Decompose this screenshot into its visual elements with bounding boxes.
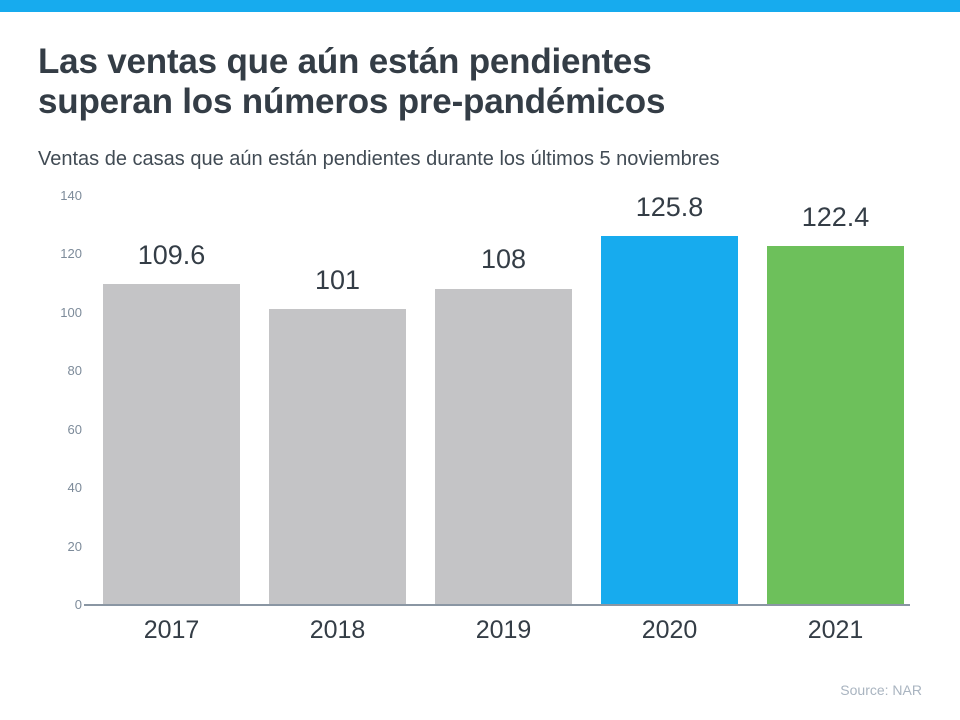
x-axis-tick-label: 2020 bbox=[641, 616, 698, 644]
y-axis-tick-label: 100 bbox=[60, 304, 82, 320]
source-note: Source: NAR bbox=[840, 682, 922, 698]
x-axis-tick-label: 2018 bbox=[309, 616, 366, 644]
page-title-line-2: superan los números pre-pandémicos bbox=[38, 82, 666, 121]
x-axis-line bbox=[84, 604, 910, 606]
x-axis-tick-label: 2021 bbox=[807, 616, 864, 644]
bar-value-label: 125.8 bbox=[635, 192, 704, 223]
bar[interactable] bbox=[435, 288, 572, 604]
y-axis-tick-label: 20 bbox=[67, 538, 82, 554]
bar-value-label: 122.4 bbox=[801, 202, 870, 233]
page-title: Las ventas que aún están pendientes supe… bbox=[38, 42, 918, 122]
page-title-line-1: Las ventas que aún están pendientes bbox=[38, 42, 652, 81]
bar[interactable] bbox=[269, 308, 406, 604]
bar[interactable] bbox=[103, 283, 240, 604]
y-axis-tick-label: 0 bbox=[74, 597, 82, 612]
y-axis-tick-label: 80 bbox=[67, 363, 82, 379]
page-subtitle: Ventas de casas que aún están pendientes… bbox=[38, 148, 720, 170]
bar-value-label: 101 bbox=[314, 264, 361, 295]
x-axis-tick-label: 2019 bbox=[475, 616, 532, 644]
bar-value-label: 109.6 bbox=[137, 239, 206, 270]
x-axis-tick-label: 2017 bbox=[143, 616, 200, 644]
top-accent-bar bbox=[0, 0, 960, 12]
bar[interactable] bbox=[601, 236, 738, 604]
y-axis-tick-label: 120 bbox=[60, 246, 82, 262]
y-axis-tick-label: 60 bbox=[67, 421, 82, 437]
y-axis-tick-label: 140 bbox=[60, 188, 82, 203]
bar[interactable] bbox=[767, 246, 904, 604]
y-axis-tick-label: 40 bbox=[67, 480, 82, 496]
bar-value-label: 108 bbox=[480, 244, 527, 275]
